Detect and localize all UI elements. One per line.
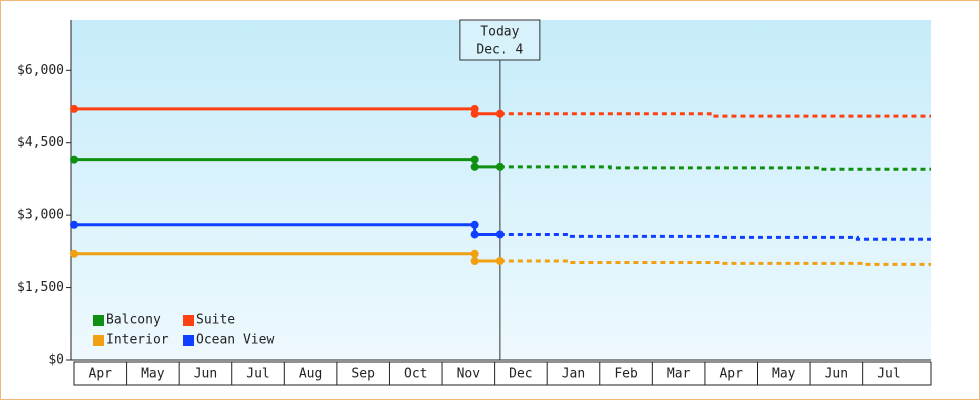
x-tick-label: Jul: [877, 367, 900, 382]
point: [470, 249, 479, 258]
today-date: Dec. 4: [476, 43, 523, 58]
point: [470, 257, 479, 266]
point: [70, 104, 78, 113]
x-tick-label: Jun: [194, 367, 217, 382]
y-tick-label: $6,000: [17, 63, 64, 78]
legend-label: Balcony: [106, 313, 161, 328]
x-tick-label: Feb: [614, 367, 638, 382]
forecast-line: [499, 232, 931, 241]
point: [470, 220, 479, 229]
point: [70, 220, 78, 229]
point: [495, 109, 504, 118]
x-tick-label: May: [141, 367, 165, 382]
point: [495, 230, 504, 239]
x-tick-label: Mar: [667, 367, 691, 382]
x-tick-label: Apr: [719, 367, 743, 382]
y-tick-label: $3,000: [17, 208, 64, 223]
legend-label: Suite: [196, 313, 235, 328]
point: [470, 230, 479, 239]
x-tick-label: Aug: [299, 367, 322, 382]
x-tick-label: Dec: [509, 367, 532, 382]
legend-swatch: [183, 315, 194, 326]
plot-area: [71, 20, 931, 360]
y-tick-label: $0: [48, 353, 64, 368]
history-line: [74, 223, 500, 236]
point: [70, 249, 78, 258]
today-box: [459, 19, 541, 61]
point: [470, 155, 479, 164]
point: [470, 162, 479, 171]
legend-label: Interior: [106, 333, 169, 348]
today-label: Today: [480, 25, 519, 40]
x-tick-label: Nov: [457, 367, 481, 382]
x-tick-label: May: [772, 367, 796, 382]
x-tick-label: Jan: [562, 367, 585, 382]
y-tick-label: $4,500: [17, 135, 64, 150]
x-tick-label: Sep: [351, 367, 375, 382]
y-tick-label: $1,500: [17, 280, 64, 295]
x-tick-label: Apr: [89, 367, 113, 382]
legend-swatch: [93, 315, 104, 326]
legend-label: Ocean View: [196, 333, 274, 348]
forecast-line: [499, 112, 931, 118]
point: [70, 155, 78, 164]
point: [495, 257, 504, 266]
x-tick-label: Jul: [246, 367, 269, 382]
point: [495, 162, 504, 171]
x-tick-label: Oct: [404, 367, 427, 382]
legend-swatch: [183, 335, 194, 346]
legend-swatch: [93, 335, 104, 346]
forecast-line: [499, 165, 931, 171]
point: [470, 109, 479, 118]
x-tick-label: Jun: [825, 367, 848, 382]
